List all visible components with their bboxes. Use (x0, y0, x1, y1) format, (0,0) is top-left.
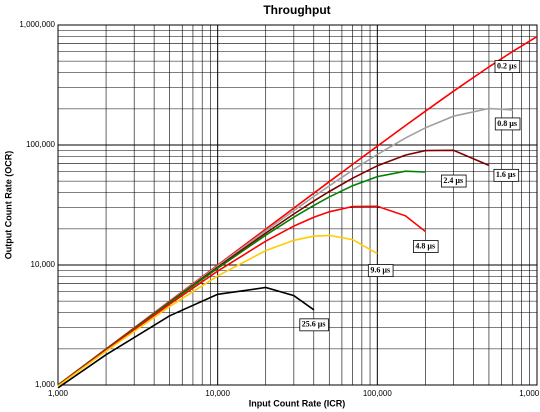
series-label: 25.6 µs (302, 320, 326, 329)
series-line (57, 234, 378, 387)
series-label-box (494, 117, 521, 131)
y-tick-label: 1,000 (35, 380, 56, 389)
series-label: 2.4 µs (443, 176, 463, 185)
x-tick-label: 1,000 (48, 389, 69, 398)
series-label-box (412, 240, 439, 253)
x-axis-label: Input Count Rate (ICR) (249, 398, 345, 408)
series-label: 4.8 µs (415, 241, 435, 250)
series-label-box (494, 60, 521, 73)
series-label: 0.2 µs (497, 61, 517, 70)
series-label: 0.8 µs (497, 119, 517, 128)
y-tick-label: 100,000 (26, 140, 55, 149)
x-tick-label: 1,000,000 (519, 389, 540, 398)
series-line (57, 170, 426, 386)
x-tick-label: 10,000 (205, 389, 230, 398)
y-axis-label: Output Count Rate (OCR) (3, 151, 13, 259)
y-tick-label: 1,000,000 (19, 20, 55, 29)
series-line (57, 205, 426, 387)
series-label: 1.6 µs (496, 170, 516, 179)
series-label: 9.6 µs (370, 265, 390, 274)
series-label-box (493, 168, 520, 182)
chart-title: Throughput (263, 3, 330, 17)
series-label-box (367, 264, 394, 277)
series-label-box (440, 174, 467, 188)
x-tick-label: 100,000 (363, 389, 392, 398)
series-line (57, 286, 315, 389)
series-label-box (299, 318, 329, 332)
y-tick-label: 10,000 (31, 260, 56, 269)
